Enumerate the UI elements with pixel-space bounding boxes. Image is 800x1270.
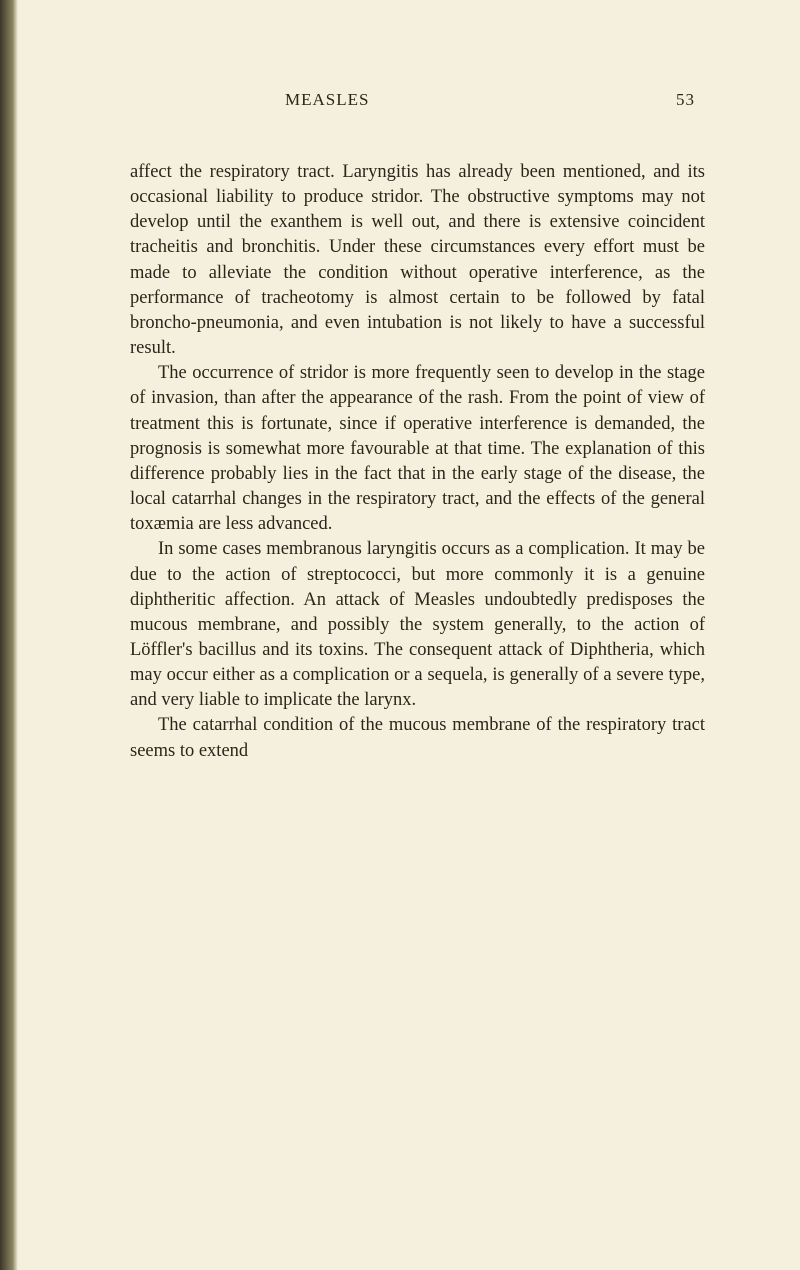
body-text: affect the respiratory tract. Laryngitis… (130, 160, 705, 764)
page-header: MEASLES 53 (130, 90, 705, 110)
page-number: 53 (676, 90, 695, 110)
header-title: MEASLES (285, 90, 369, 110)
paragraph: In some cases membranous laryngitis occu… (130, 537, 705, 713)
paragraph: The catarrhal condition of the mucous me… (130, 713, 705, 763)
paragraph: The occurrence of stridor is more freque… (130, 361, 705, 537)
page-container: MEASLES 53 affect the respiratory tract.… (0, 0, 800, 824)
paragraph: affect the respiratory tract. Laryngitis… (130, 160, 705, 361)
